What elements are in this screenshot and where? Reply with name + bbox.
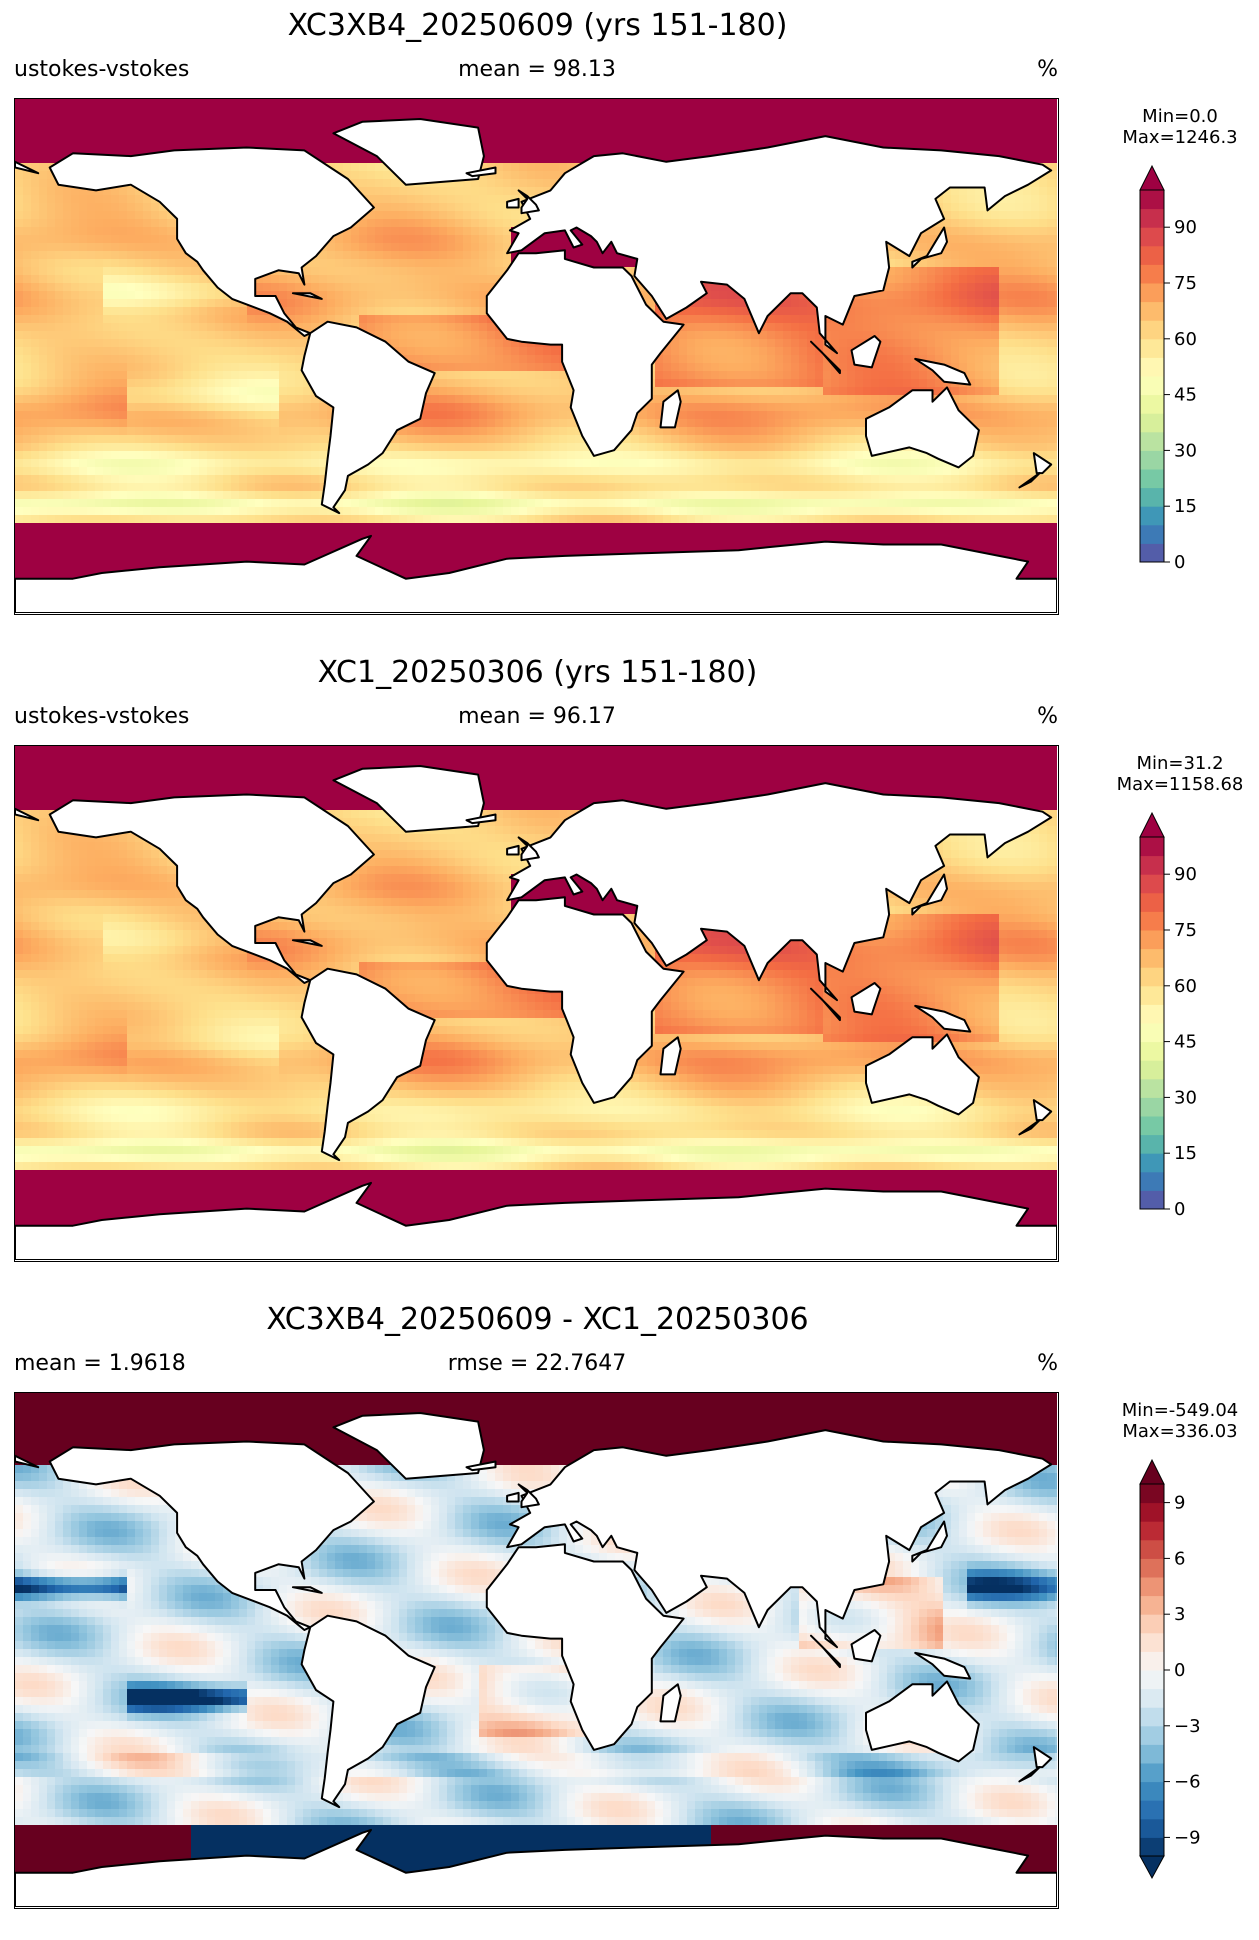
variable-label: ustokes-vstokes (14, 704, 189, 729)
colorbar-tick-label: 9 (1174, 1493, 1185, 1514)
colorbar-tick-label: −3 (1174, 1716, 1201, 1737)
panel-title: XC1_20250306 (yrs 151-180) (0, 655, 1075, 690)
panel-title: XC3XB4_20250609 (yrs 151-180) (0, 8, 1075, 43)
colorbar-tick-label: −9 (1174, 1827, 1201, 1848)
colorbar-tick-label: 30 (1174, 440, 1197, 461)
colorbar-tick-label: 15 (1174, 1143, 1197, 1164)
colorbar-segments (1140, 190, 1164, 563)
colorbar-tick-label: 45 (1174, 1032, 1197, 1053)
mean-label: mean = 96.17 (458, 704, 616, 729)
colorbar-tick-label: 30 (1174, 1087, 1197, 1108)
min-max-box: Min=-549.04 Max=336.03 (1100, 1400, 1259, 1442)
mean-label: mean = 98.13 (458, 57, 616, 82)
colorbar-tick-label: 6 (1174, 1548, 1185, 1569)
map-plot (14, 98, 1059, 615)
min-label: Min=0.0 (1100, 106, 1259, 127)
colorbar-tick-label: 90 (1174, 217, 1197, 238)
panel-model-a: XC3XB4_20250609 (yrs 151-180) ustokes-vs… (0, 0, 1259, 646)
colorbar-extend-top (1140, 166, 1164, 190)
max-label: Max=336.03 (1100, 1421, 1259, 1442)
colorbar-tick-label: 90 (1174, 864, 1197, 885)
colorbar-segments (1140, 1484, 1164, 1857)
colorbar-tick-label: 45 (1174, 385, 1197, 406)
unit-label: % (1037, 704, 1058, 729)
map-plot (14, 1392, 1059, 1909)
colorbar-segments (1140, 837, 1164, 1210)
panel-model-b: XC1_20250306 (yrs 151-180) ustokes-vstok… (0, 647, 1259, 1293)
max-label: Max=1158.68 (1100, 774, 1259, 795)
unit-label: % (1037, 57, 1058, 82)
colorbar-tick-label: 0 (1174, 1660, 1185, 1681)
max-label: Max=1246.3 (1100, 127, 1259, 148)
colorbar-tick-label: 0 (1174, 552, 1185, 573)
colorbar-tick-label: 75 (1174, 273, 1197, 294)
variable-label: ustokes-vstokes (14, 57, 189, 82)
panel-title: XC3XB4_20250609 - XC1_20250306 (0, 1302, 1075, 1337)
unit-label: % (1037, 1351, 1058, 1376)
colorbar-tick-label: 60 (1174, 329, 1197, 350)
colorbar-tick-label: 60 (1174, 976, 1197, 997)
min-max-box: Min=0.0 Max=1246.3 (1100, 106, 1259, 148)
min-label: Min=31.2 (1100, 753, 1259, 774)
colorbar: −9 −6 −3 0 3 6 9 (1140, 1460, 1250, 1856)
colorbar-tick-label: 15 (1174, 496, 1197, 517)
colorbar-extend-top (1140, 1460, 1164, 1484)
rmse-label: rmse = 22.7647 (448, 1351, 626, 1376)
map-plot (14, 745, 1059, 1262)
colorbar-extend-bottom (1140, 1856, 1164, 1878)
min-label: Min=-549.04 (1100, 1400, 1259, 1421)
colorbar-tick-label: −6 (1174, 1772, 1201, 1793)
panel-difference: XC3XB4_20250609 - XC1_20250306 mean = 1.… (0, 1294, 1259, 1940)
colorbar-tick-label: 0 (1174, 1199, 1185, 1220)
min-max-box: Min=31.2 Max=1158.68 (1100, 753, 1259, 795)
mean-label: mean = 1.9618 (14, 1351, 186, 1376)
colorbar-tick-label: 3 (1174, 1604, 1185, 1625)
colorbar-tick-label: 75 (1174, 920, 1197, 941)
colorbar-extend-top (1140, 813, 1164, 837)
